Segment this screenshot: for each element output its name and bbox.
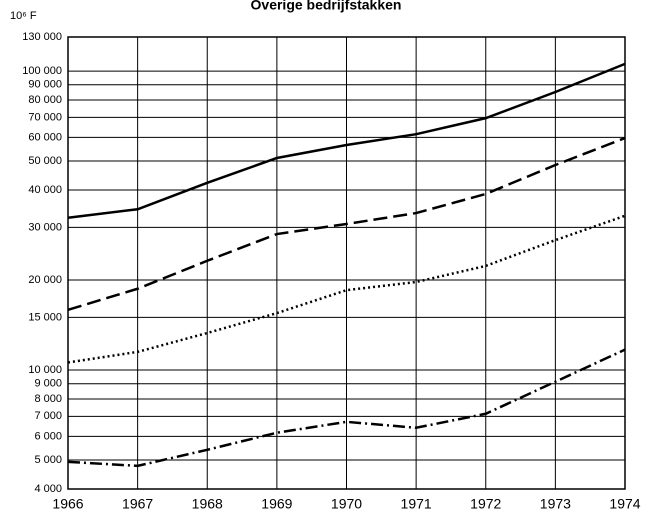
x-tick-label: 1969 xyxy=(261,496,292,512)
y-tick-label: 8 000 xyxy=(34,393,62,405)
y-tick-label: 50 000 xyxy=(28,155,62,167)
y-tick-label: 100 000 xyxy=(22,65,62,77)
y-tick-label: 9 000 xyxy=(34,378,62,390)
y-tick-label: 10 000 xyxy=(28,364,62,376)
y-tick-label: 60 000 xyxy=(28,131,62,143)
y-tick-label: 130 000 xyxy=(22,31,62,43)
y-tick-label: 30 000 xyxy=(28,221,62,233)
x-tick-label: 1966 xyxy=(52,496,83,512)
series-line xyxy=(67,348,626,468)
x-tick-label: 1974 xyxy=(609,496,640,512)
chart-title: Overige bedrijfstakken xyxy=(251,0,402,13)
y-tick-label: 40 000 xyxy=(28,184,62,196)
y-tick-label: 5 000 xyxy=(34,454,62,466)
y-tick-label: 70 000 xyxy=(28,111,62,123)
x-tick-label: 1968 xyxy=(192,496,223,512)
y-tick-label: 20 000 xyxy=(28,274,62,286)
y-unit: 10⁶ F xyxy=(10,10,37,22)
y-tick-label: 90 000 xyxy=(28,79,62,91)
x-tick-label: 1970 xyxy=(331,496,362,512)
y-tick-label: 7 000 xyxy=(34,410,62,422)
series-line xyxy=(67,136,626,312)
x-tick-label: 1973 xyxy=(540,496,571,512)
x-tick-label: 1971 xyxy=(401,496,432,512)
y-tick-label: 80 000 xyxy=(28,94,62,106)
y-tick-label: 15 000 xyxy=(28,311,62,323)
series-line xyxy=(67,62,626,220)
y-tick-label: 4 000 xyxy=(34,483,62,495)
x-tick-label: 1972 xyxy=(470,496,501,512)
y-tick-label: 6 000 xyxy=(34,430,62,442)
x-tick-label: 1967 xyxy=(122,496,153,512)
